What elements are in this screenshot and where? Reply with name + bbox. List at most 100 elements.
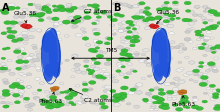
Circle shape	[96, 29, 100, 31]
Circle shape	[203, 10, 207, 12]
Circle shape	[179, 79, 185, 83]
Circle shape	[172, 104, 178, 107]
Circle shape	[120, 40, 126, 43]
Circle shape	[95, 11, 101, 14]
Circle shape	[114, 94, 120, 97]
Circle shape	[19, 81, 24, 83]
Circle shape	[134, 53, 139, 55]
Circle shape	[103, 72, 110, 76]
Circle shape	[205, 48, 211, 51]
Circle shape	[130, 39, 138, 43]
Circle shape	[4, 21, 11, 25]
Circle shape	[166, 25, 170, 27]
Circle shape	[185, 30, 191, 33]
Circle shape	[161, 63, 169, 67]
Circle shape	[156, 46, 162, 49]
Circle shape	[170, 41, 175, 44]
Circle shape	[3, 81, 9, 84]
Circle shape	[135, 84, 140, 86]
Circle shape	[127, 63, 132, 66]
Circle shape	[114, 13, 121, 16]
Circle shape	[200, 75, 208, 80]
Circle shape	[0, 9, 7, 13]
Circle shape	[152, 96, 159, 99]
Circle shape	[69, 101, 74, 104]
Circle shape	[134, 39, 140, 42]
Circle shape	[115, 2, 119, 4]
Circle shape	[135, 91, 142, 94]
Circle shape	[153, 27, 157, 29]
Circle shape	[113, 103, 120, 107]
Circle shape	[113, 93, 117, 95]
Circle shape	[215, 104, 220, 108]
Circle shape	[192, 96, 197, 98]
Circle shape	[68, 89, 73, 92]
Circle shape	[6, 102, 10, 104]
Circle shape	[134, 18, 141, 21]
Circle shape	[59, 83, 64, 85]
Circle shape	[64, 35, 69, 37]
Circle shape	[203, 22, 208, 24]
Circle shape	[127, 31, 132, 33]
Circle shape	[128, 5, 134, 8]
Circle shape	[118, 23, 123, 25]
Circle shape	[25, 104, 31, 108]
Circle shape	[211, 51, 216, 53]
Circle shape	[20, 87, 25, 89]
Circle shape	[107, 16, 113, 18]
Circle shape	[71, 20, 77, 24]
Circle shape	[28, 36, 34, 39]
Circle shape	[163, 20, 170, 23]
Circle shape	[51, 76, 57, 78]
Circle shape	[139, 2, 145, 5]
Circle shape	[12, 82, 20, 86]
Circle shape	[202, 19, 207, 22]
Ellipse shape	[152, 32, 163, 53]
Circle shape	[149, 95, 153, 97]
Circle shape	[28, 103, 35, 106]
Circle shape	[146, 23, 150, 25]
Circle shape	[201, 62, 208, 66]
Circle shape	[101, 11, 106, 14]
Circle shape	[2, 79, 8, 82]
Circle shape	[94, 4, 100, 7]
Circle shape	[213, 107, 220, 111]
Circle shape	[150, 105, 156, 108]
Circle shape	[95, 103, 99, 105]
Circle shape	[99, 72, 105, 75]
Circle shape	[52, 5, 57, 7]
Circle shape	[124, 76, 129, 79]
Circle shape	[1, 11, 9, 15]
Circle shape	[132, 54, 138, 57]
Circle shape	[186, 71, 193, 75]
Circle shape	[110, 89, 116, 93]
Ellipse shape	[41, 30, 58, 77]
Circle shape	[126, 5, 132, 7]
Circle shape	[36, 29, 42, 32]
Circle shape	[146, 64, 151, 66]
Circle shape	[214, 45, 220, 49]
Circle shape	[94, 32, 100, 36]
Circle shape	[212, 24, 219, 28]
Circle shape	[60, 91, 64, 94]
Circle shape	[16, 85, 24, 89]
Circle shape	[85, 44, 91, 46]
Circle shape	[65, 9, 70, 11]
Circle shape	[19, 67, 24, 70]
Circle shape	[82, 89, 89, 93]
Circle shape	[159, 51, 165, 54]
Circle shape	[23, 38, 29, 41]
Circle shape	[181, 98, 188, 101]
Circle shape	[46, 56, 50, 58]
Circle shape	[99, 102, 105, 105]
Circle shape	[118, 57, 126, 61]
Circle shape	[163, 14, 170, 17]
Circle shape	[166, 90, 174, 94]
Circle shape	[150, 25, 156, 28]
Circle shape	[120, 52, 128, 56]
Circle shape	[163, 73, 168, 75]
Circle shape	[20, 24, 27, 27]
Circle shape	[216, 47, 220, 49]
Circle shape	[93, 39, 99, 42]
Circle shape	[116, 96, 125, 101]
